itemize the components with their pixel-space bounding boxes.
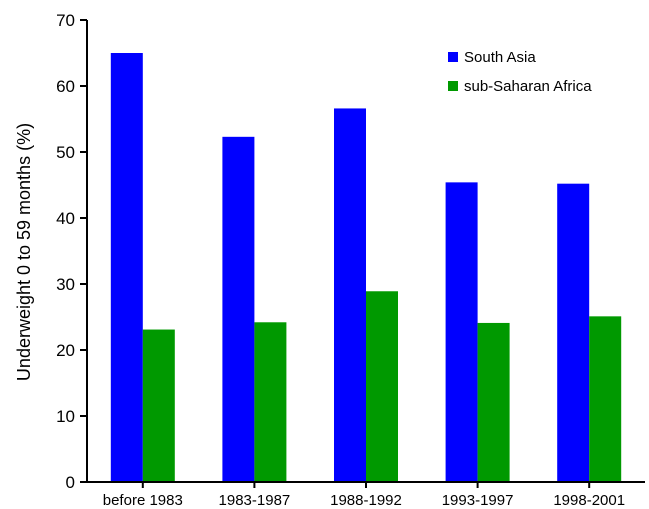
y-tick-label: 40 bbox=[56, 209, 75, 228]
bar-south-asia bbox=[222, 136, 255, 482]
y-tick-label: 20 bbox=[56, 341, 75, 360]
bar-sub-saharan-africa bbox=[366, 291, 398, 482]
y-tick-label: 50 bbox=[56, 143, 75, 162]
bar-sub-saharan-africa bbox=[254, 322, 287, 482]
y-tick-label: 60 bbox=[56, 77, 75, 96]
legend-label: South Asia bbox=[464, 49, 536, 66]
bar-sub-saharan-africa bbox=[589, 316, 622, 482]
legend-label: sub-Saharan Africa bbox=[464, 78, 592, 95]
bar-south-asia bbox=[334, 108, 366, 482]
bars bbox=[110, 53, 622, 483]
y-tick-label: 70 bbox=[56, 11, 75, 30]
y-tick-label: 10 bbox=[56, 407, 75, 426]
bar-sub-saharan-africa bbox=[142, 329, 175, 482]
bar-sub-saharan-africa bbox=[477, 322, 510, 482]
legend: South Asia sub-Saharan Africa bbox=[448, 49, 592, 95]
y-axis-title: Underweight 0 to 59 months (%) bbox=[14, 123, 34, 381]
x-tick-label: 1993-1997 bbox=[442, 492, 514, 509]
legend-swatch bbox=[448, 81, 458, 91]
y-axis-ticks: 0 10 20 30 40 50 60 70 bbox=[56, 11, 87, 492]
bar-south-asia bbox=[110, 53, 143, 482]
x-tick-label: 1998-2001 bbox=[553, 492, 625, 509]
x-tick-label: before 1983 bbox=[103, 492, 183, 509]
bar-south-asia bbox=[445, 182, 478, 483]
legend-swatch bbox=[448, 52, 458, 62]
x-tick-label: 1988-1992 bbox=[330, 492, 402, 509]
x-axis-labels: before 1983 1983-1987 1988-1992 1993-1997 19… bbox=[103, 482, 625, 509]
x-tick-label: 1983-1987 bbox=[219, 492, 291, 509]
y-tick-label: 30 bbox=[56, 275, 75, 294]
bar-south-asia bbox=[557, 183, 590, 482]
y-tick-label: 0 bbox=[66, 473, 75, 492]
